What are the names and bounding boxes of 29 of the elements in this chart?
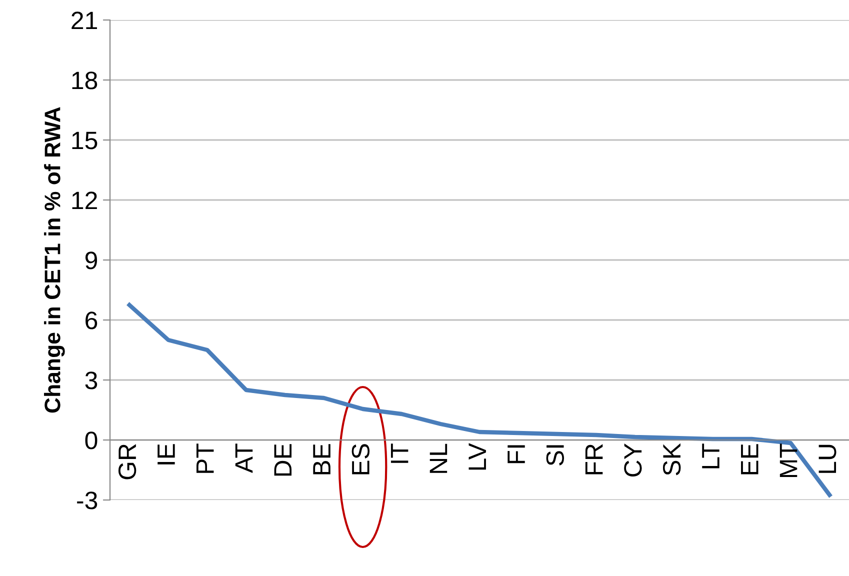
y-tick-label: 6 [86,312,98,330]
y-tick-label: 3 [85,372,98,390]
y-tick-label: -3 [77,492,98,510]
x-tick-label: LV [468,443,486,470]
x-tick-label: ES [352,444,370,474]
x-tick-label: LU [818,444,836,473]
x-tick-label: AT [235,444,253,474]
x-tick-label: SI [546,445,564,466]
x-tick-label: GR [118,444,136,480]
x-tick-label: PT [196,444,214,473]
x-tick-label: EE [741,444,758,474]
x-tick-label: DE [274,444,292,476]
y-tick-label: 15 [72,132,98,150]
x-tick-label: IT [390,444,408,463]
x-tick-label: FI [508,445,525,464]
x-tick-label: FR [585,444,603,474]
x-tick-label: CY [624,444,642,476]
y-tick-label: 12 [72,192,97,210]
y-tick-label: 9 [85,252,98,270]
x-tick-label: BE [313,444,330,474]
y-tick-label: 18 [72,72,98,90]
x-tick-label: MT [780,444,798,478]
x-tick-label: IE [158,444,175,464]
x-tick-label: SK [662,443,681,476]
y-tick-label: 21 [72,12,97,30]
x-tick-label: NL [430,444,448,473]
y-axis-title: Change in CET1 in % of RWA [44,107,65,413]
y-tick-label: 0 [85,432,98,450]
x-tick-label: LT [702,444,720,468]
